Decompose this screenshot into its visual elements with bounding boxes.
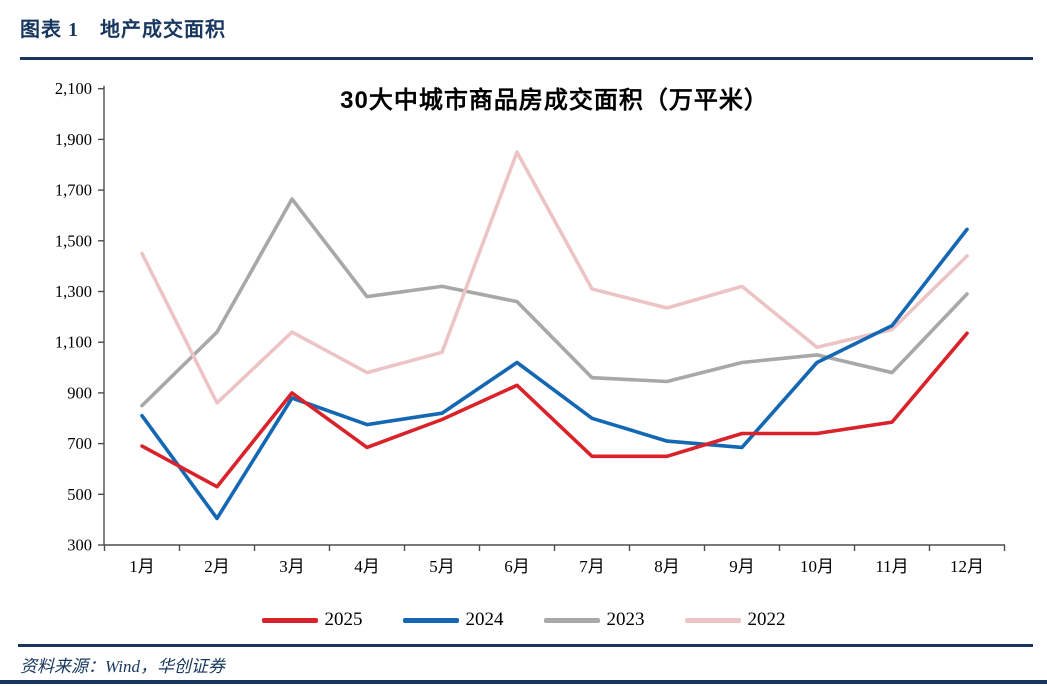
y-tick-label: 500 bbox=[67, 485, 92, 504]
legend-item-2022: 2022 bbox=[684, 609, 786, 631]
y-tick-label: 900 bbox=[67, 383, 92, 402]
legend-label-2024: 2024 bbox=[465, 609, 504, 630]
footer-divider-line bbox=[18, 644, 1033, 647]
x-tick-label: 3月 bbox=[279, 557, 305, 576]
legend-label-2025: 2025 bbox=[324, 609, 363, 630]
series-line-2024 bbox=[140, 227, 969, 521]
chart-legend: 2025 2024 2023 2022 bbox=[0, 609, 1047, 631]
legend-swatch-2025 bbox=[261, 617, 318, 623]
x-tick-label: 7月 bbox=[579, 557, 605, 576]
source-note: 资料来源：Wind，华创证券 bbox=[20, 657, 225, 676]
legend-label-2022: 2022 bbox=[747, 609, 786, 630]
x-tick-label: 12月 bbox=[950, 557, 984, 576]
legend-item-2023: 2023 bbox=[543, 609, 645, 631]
y-tick-label: 1,300 bbox=[55, 282, 92, 301]
x-tick-label: 1月 bbox=[129, 557, 155, 576]
y-tick-label: 2,100 bbox=[55, 79, 92, 98]
series-line-2025 bbox=[140, 331, 969, 489]
y-tick-label: 1,500 bbox=[55, 231, 92, 250]
x-tick-label: 11月 bbox=[875, 557, 908, 576]
x-tick-label: 8月 bbox=[654, 557, 680, 576]
x-tick-label: 2月 bbox=[204, 557, 230, 576]
series-line-2022 bbox=[140, 150, 969, 405]
series-line-2023 bbox=[140, 197, 969, 408]
x-tick-label: 10月 bbox=[800, 557, 834, 576]
y-tick-label: 1,100 bbox=[55, 333, 92, 352]
figure-caption: 图表 1 地产成交面积 bbox=[20, 19, 226, 41]
chart-title: 30大中城市商品房成交面积（万平米） bbox=[340, 87, 769, 114]
y-tick-label: 1,700 bbox=[55, 181, 92, 200]
y-tick-label: 700 bbox=[67, 434, 92, 453]
bottom-border-line bbox=[0, 680, 1047, 684]
y-tick-label: 1,900 bbox=[55, 130, 92, 149]
y-tick-label: 300 bbox=[67, 536, 92, 555]
x-tick-label: 6月 bbox=[504, 557, 530, 576]
legend-swatch-2024 bbox=[402, 617, 459, 623]
top-divider-line bbox=[20, 57, 1033, 60]
legend-swatch-2022 bbox=[684, 617, 741, 623]
x-tick-label: 9月 bbox=[729, 557, 755, 576]
x-tick-label: 4月 bbox=[354, 557, 380, 576]
legend-swatch-2023 bbox=[543, 617, 600, 623]
legend-label-2023: 2023 bbox=[606, 609, 645, 630]
x-tick-label: 5月 bbox=[429, 557, 455, 576]
legend-item-2025: 2025 bbox=[261, 609, 363, 631]
legend-item-2024: 2024 bbox=[402, 609, 504, 631]
